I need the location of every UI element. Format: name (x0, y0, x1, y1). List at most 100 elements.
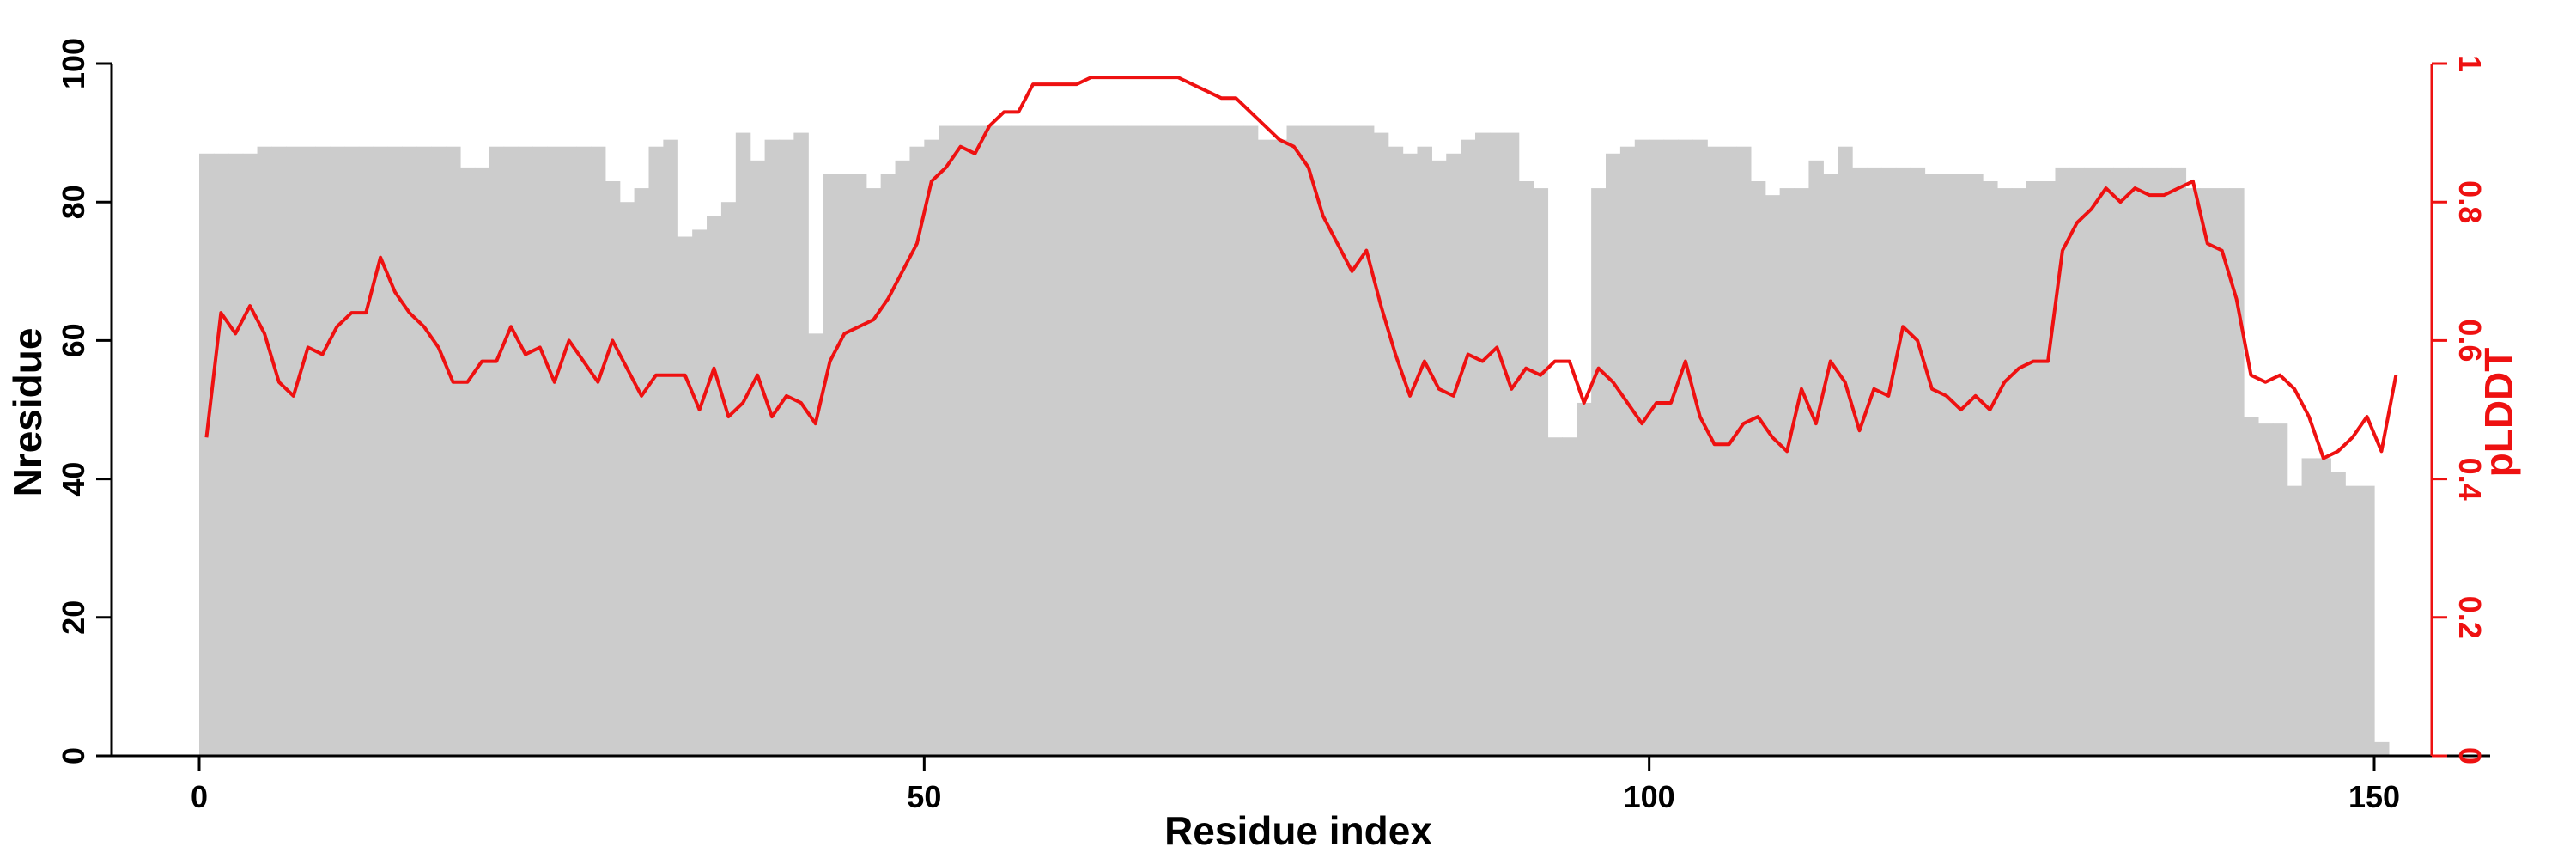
bar (851, 174, 867, 756)
bar (1983, 181, 1998, 756)
bar (1286, 125, 1302, 757)
bar (1156, 125, 1172, 757)
y2-tick-label: 0.4 (2452, 458, 2488, 501)
x-tick-label: 150 (2348, 779, 2400, 814)
bar (1823, 174, 1838, 756)
bar (1591, 188, 1607, 756)
bar (228, 153, 244, 756)
bar (2171, 167, 2187, 756)
bar (1504, 132, 1520, 757)
bar (518, 146, 533, 757)
bar (1924, 174, 1940, 756)
bar (1619, 146, 1636, 757)
bar (1910, 167, 1926, 756)
bar (431, 146, 447, 757)
bar (474, 167, 490, 756)
bar (242, 153, 258, 756)
y2-tick-label: 0.2 (2452, 596, 2488, 639)
bar (1649, 139, 1665, 756)
bar (1634, 139, 1650, 756)
plddt-line (204, 76, 2398, 460)
bar (2069, 167, 2085, 756)
bar (750, 160, 766, 757)
bar (2142, 167, 2158, 756)
y2-tick-label: 1 (2452, 55, 2488, 72)
bar (590, 146, 606, 757)
bar (329, 146, 345, 757)
bar-series (199, 125, 2390, 757)
bar (547, 146, 562, 757)
bar (1200, 125, 1215, 757)
bar (2215, 188, 2230, 756)
bar (271, 146, 287, 757)
bar (1852, 167, 1868, 756)
bar (503, 146, 519, 757)
bar (866, 188, 882, 756)
bar (257, 146, 273, 757)
bar (1968, 174, 1984, 756)
bar (1722, 146, 1737, 757)
bar (880, 174, 896, 756)
bar (2040, 181, 2057, 756)
bar (1170, 125, 1186, 757)
bar (720, 202, 737, 756)
bar (619, 202, 635, 756)
bar (1242, 125, 1259, 757)
bar (1257, 139, 1273, 756)
bar (1402, 153, 1419, 756)
bar (779, 139, 794, 756)
x-axis-title: Residue index (1164, 808, 1432, 853)
bar (2316, 458, 2331, 756)
bar (605, 181, 621, 756)
bar (1663, 139, 1680, 756)
bar (1765, 195, 1781, 756)
bar (2345, 485, 2360, 756)
bar (707, 216, 722, 756)
bar (416, 146, 432, 757)
bar (895, 160, 911, 757)
bar (446, 146, 461, 757)
bar (823, 174, 838, 756)
bar (1838, 146, 1853, 757)
y-tick-label: 100 (56, 38, 91, 89)
bar (1069, 125, 1084, 757)
bar (939, 125, 954, 757)
bar (692, 229, 708, 756)
bar (953, 125, 969, 757)
bar (837, 174, 853, 756)
bar (1953, 174, 1969, 756)
bar (2156, 167, 2172, 756)
bar (1794, 188, 1810, 756)
bar (301, 146, 316, 757)
bar (402, 146, 417, 757)
bar (924, 139, 939, 756)
bar (1112, 125, 1128, 757)
axes: 0 20 40 60 80 100 0 50 100 150 0 0.2 0.4 0.6 0.8 1 (56, 38, 2490, 814)
bar (981, 125, 998, 757)
bar (1388, 146, 1404, 757)
bar (2127, 167, 2143, 756)
bar (576, 146, 592, 757)
bar (2330, 472, 2346, 756)
y-tick-label: 20 (56, 600, 91, 635)
y2-tick-label: 0 (2452, 747, 2488, 765)
bar (1431, 160, 1447, 757)
bar (677, 236, 693, 756)
bar (358, 146, 374, 757)
bar (1025, 125, 1042, 757)
bar (1127, 125, 1143, 757)
bar (2244, 417, 2259, 756)
bar (1315, 125, 1331, 757)
bar (2026, 181, 2042, 756)
bar (1461, 139, 1476, 756)
bar (1996, 188, 2013, 756)
bar (315, 146, 331, 757)
bar (996, 125, 1012, 757)
bar (562, 146, 577, 757)
bar (387, 146, 404, 757)
bar (532, 146, 548, 757)
bar (663, 139, 678, 756)
bar (373, 146, 389, 757)
x-tick-label: 0 (191, 779, 208, 814)
bar (909, 146, 925, 757)
